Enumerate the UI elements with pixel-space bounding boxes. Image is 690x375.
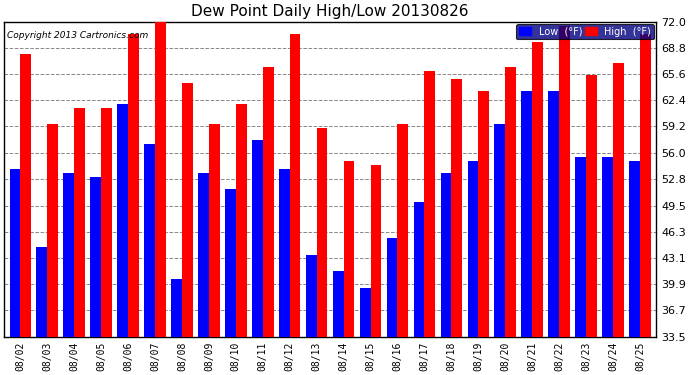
Bar [144,144,155,375]
Text: Copyright 2013 Cartronics.com: Copyright 2013 Cartronics.com [8,31,148,40]
Bar [117,104,128,375]
Bar [279,169,290,375]
Bar [155,18,166,375]
Bar [101,108,112,375]
Bar [386,238,397,375]
Bar [10,169,20,375]
Bar [359,288,371,375]
Bar [602,157,613,375]
Bar [613,63,624,375]
Bar [397,124,408,375]
Bar [90,177,101,375]
Bar [344,161,355,375]
Bar [451,79,462,375]
Bar [20,54,31,375]
Bar [290,34,301,375]
Bar [559,26,570,375]
Bar [532,42,543,375]
Bar [75,108,85,375]
Bar [171,279,182,375]
Bar [198,173,209,375]
Bar [549,91,559,375]
Bar [478,91,489,375]
Bar [413,202,424,375]
Bar [495,124,505,375]
Bar [63,173,75,375]
Bar [306,255,317,375]
Bar [441,173,451,375]
Bar [182,83,193,375]
Bar [128,34,139,375]
Bar [522,91,532,375]
Bar [263,67,273,375]
Bar [317,128,328,375]
Bar [333,271,344,375]
Bar [209,124,219,375]
Bar [48,124,58,375]
Bar [629,161,640,375]
Bar [505,67,516,375]
Bar [586,75,597,375]
Bar [37,247,48,375]
Bar [225,189,236,375]
Bar [575,157,586,375]
Bar [468,161,478,375]
Bar [236,104,246,375]
Title: Dew Point Daily High/Low 20130826: Dew Point Daily High/Low 20130826 [191,4,469,19]
Legend: Low  (°F), High  (°F): Low (°F), High (°F) [516,24,654,39]
Bar [252,140,263,375]
Bar [371,165,382,375]
Bar [424,71,435,375]
Bar [640,34,651,375]
